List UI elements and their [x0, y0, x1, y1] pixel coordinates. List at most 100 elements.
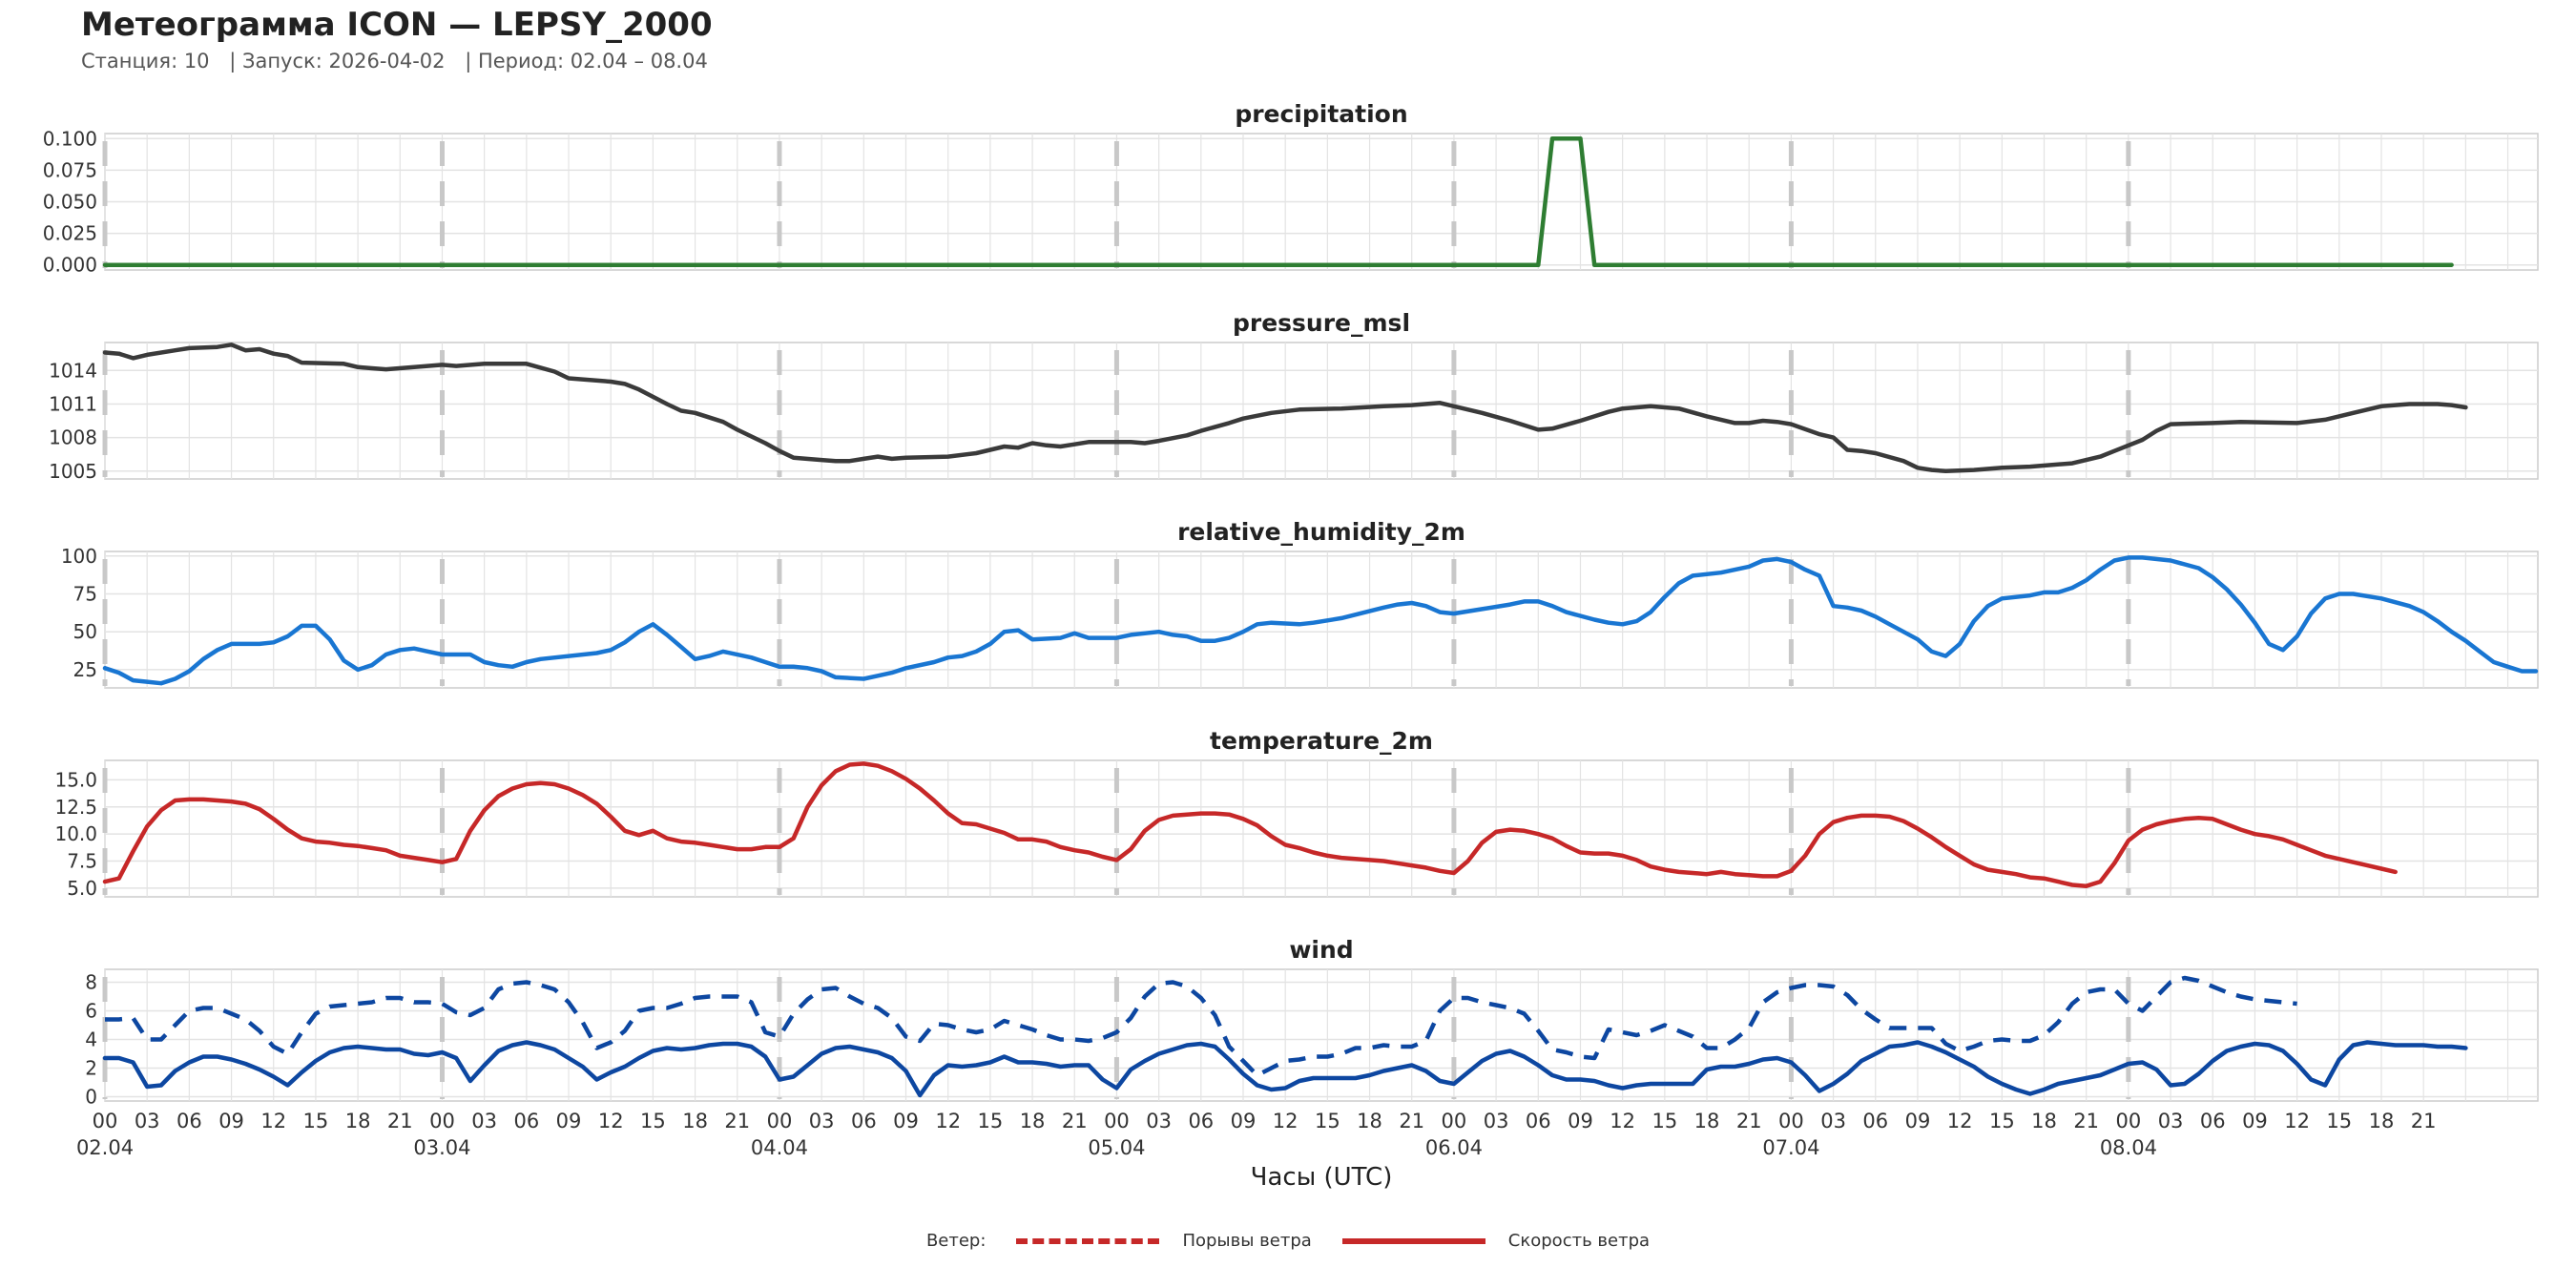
x-tick-label: 00 — [93, 1110, 118, 1132]
x-tick-label: 00 — [1442, 1110, 1467, 1132]
x-tick-label: 03 — [2158, 1110, 2184, 1132]
series-line-temperature_2m — [102, 761, 2398, 888]
legend-title: Ветер: — [925, 1231, 987, 1251]
x-tick-label: 09 — [1905, 1110, 1931, 1132]
x-tick-label: 15 — [1652, 1110, 1677, 1132]
y-tick-label: 1014 — [49, 359, 97, 382]
x-tick-label: 06 — [177, 1110, 202, 1132]
x-tick-label: 09 — [556, 1110, 582, 1132]
series-line-precipitation — [102, 136, 2454, 267]
panel-title: relative_humidity_2m — [1177, 518, 1465, 546]
x-tick-label: 12 — [1947, 1110, 1973, 1132]
x-tick-label: 15 — [1989, 1110, 2015, 1132]
x-tick-label: 09 — [218, 1110, 244, 1132]
x-tick-label: 21 — [1399, 1110, 1424, 1132]
x-tick-label: 18 — [2031, 1110, 2057, 1132]
y-tick-label: 5.0 — [67, 877, 97, 900]
x-tick-label: 15 — [978, 1110, 1004, 1132]
x-tick-label: 09 — [1231, 1110, 1257, 1132]
x-tick-label: 03 — [1146, 1110, 1172, 1132]
panel-wind: 0 2 4 6 8 wind — [85, 936, 2539, 1109]
x-tick-label: 15 — [2326, 1110, 2352, 1132]
x-day-label: 03.04 — [413, 1136, 470, 1159]
panel-relative_humidity_2m: 25 50 75 100 relative_humidity_2m — [61, 518, 2539, 689]
x-tick-label: 12 — [598, 1110, 624, 1132]
legend-speed-label: Скорость ветра — [1507, 1231, 1651, 1251]
x-tick-label: 06 — [513, 1110, 539, 1132]
panel-title: temperature_2m — [1210, 727, 1433, 755]
y-tick-label: 4 — [85, 1028, 97, 1051]
x-tick-label: 03 — [135, 1110, 160, 1132]
y-tick-label: 6 — [85, 1000, 97, 1023]
x-tick-label: 12 — [935, 1110, 961, 1132]
x-day-label: 06.04 — [1425, 1136, 1483, 1159]
x-tick-label: 12 — [1273, 1110, 1298, 1132]
x-tick-label: 00 — [2116, 1110, 2142, 1132]
series-line-relative_humidity_2m — [102, 555, 2539, 686]
legend-gusts-label: Порывы ветра — [1182, 1231, 1312, 1251]
y-tick-label: 75 — [73, 582, 97, 605]
y-tick-label: 1005 — [49, 460, 97, 483]
x-tick-label: 06 — [1526, 1110, 1551, 1132]
series-line-wind-gusts — [105, 975, 2297, 1078]
y-tick-label: 0 — [85, 1086, 97, 1109]
station-label: Станция: 10 — [81, 50, 210, 73]
chart-title: Метеограмма ICON — LEPSY_2000 — [81, 6, 713, 44]
x-tick-label: 18 — [1020, 1110, 1046, 1132]
x-axis-label: Часы (UTC) — [1251, 1163, 1393, 1192]
x-day-label: 05.04 — [1088, 1136, 1145, 1159]
y-tick-label: 0.075 — [43, 158, 97, 181]
x-tick-label: 06 — [1188, 1110, 1214, 1132]
legend: Ветер: Порывы ветра Скорость ветра — [0, 1231, 2576, 1251]
y-tick-label: 0.050 — [43, 191, 97, 214]
x-tick-label: 21 — [1736, 1110, 1762, 1132]
x-tick-label: 12 — [1610, 1110, 1635, 1132]
x-day-label: 02.04 — [76, 1136, 134, 1159]
x-tick-label: 06 — [1862, 1110, 1888, 1132]
x-tick-label: 03 — [809, 1110, 835, 1132]
x-tick-label: 21 — [1062, 1110, 1088, 1132]
x-tick-label: 21 — [2073, 1110, 2099, 1132]
x-tick-label: 00 — [767, 1110, 793, 1132]
x-tick-label: 00 — [1778, 1110, 1804, 1132]
chart-subtitle: Станция: 10 | Запуск: 2026-04-02 | Перио… — [81, 50, 721, 73]
x-tick-label: 15 — [303, 1110, 329, 1132]
x-tick-label: 15 — [640, 1110, 666, 1132]
x-tick-label: 21 — [387, 1110, 413, 1132]
x-tick-label: 18 — [682, 1110, 708, 1132]
panel-title: pressure_msl — [1233, 309, 1410, 337]
x-tick-label: 00 — [429, 1110, 455, 1132]
x-tick-label: 03 — [1820, 1110, 1846, 1132]
run-label: | Запуск: 2026-04-02 — [229, 50, 446, 73]
period-label: | Период: 02.04 – 08.04 — [465, 50, 708, 73]
x-day-label: 08.04 — [2100, 1136, 2157, 1159]
x-tick-label: 09 — [893, 1110, 919, 1132]
x-tick-label: 21 — [724, 1110, 750, 1132]
y-tick-label: 0.025 — [43, 222, 97, 245]
x-tick-label: 18 — [1357, 1110, 1382, 1132]
x-day-label: 07.04 — [1762, 1136, 1819, 1159]
x-tick-label: 06 — [2200, 1110, 2226, 1132]
y-tick-label: 50 — [73, 620, 97, 643]
y-tick-label: 15.0 — [54, 768, 97, 791]
panel-title: wind — [1289, 936, 1353, 964]
x-tick-label: 18 — [1694, 1110, 1720, 1132]
panel-pressure_msl: 1005 1008 1011 1014 pressure_msl — [49, 309, 2539, 483]
panel-frame — [104, 759, 2539, 898]
x-tick-label: 06 — [851, 1110, 877, 1132]
x-day-label: 04.04 — [751, 1136, 808, 1159]
x-tick-label: 21 — [2411, 1110, 2437, 1132]
panel-temperature_2m: 5.0 7.5 10.0 12.5 15.0 temperature_2m — [54, 727, 2539, 900]
x-tick-label: 18 — [345, 1110, 371, 1132]
series-line-wind — [102, 1040, 2468, 1098]
y-tick-label: 100 — [61, 545, 97, 568]
x-tick-label: 09 — [2242, 1110, 2268, 1132]
y-tick-label: 0.100 — [43, 127, 97, 150]
y-tick-label: 1011 — [49, 392, 97, 415]
x-tick-label: 09 — [1568, 1110, 1593, 1132]
y-tick-label: 10.0 — [54, 822, 97, 845]
x-tick-label: 03 — [1484, 1110, 1509, 1132]
x-tick-label: 15 — [1315, 1110, 1340, 1132]
